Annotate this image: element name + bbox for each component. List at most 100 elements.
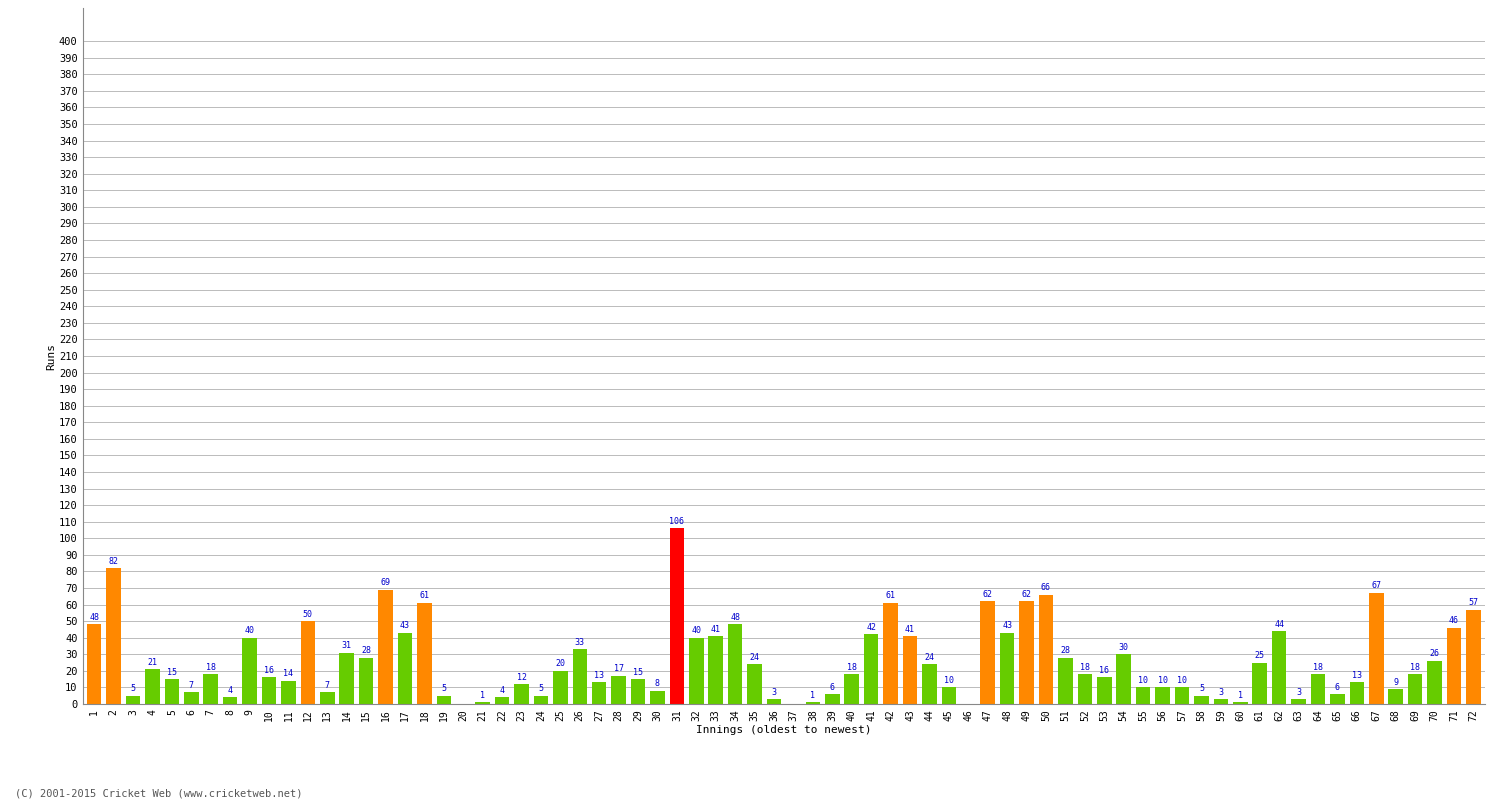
Text: 40: 40 — [244, 626, 255, 635]
Y-axis label: Runs: Runs — [46, 342, 56, 370]
Text: 61: 61 — [420, 591, 429, 601]
Bar — [243, 638, 256, 704]
Text: 14: 14 — [284, 670, 294, 678]
Text: 28: 28 — [362, 646, 370, 655]
Text: 26: 26 — [1430, 650, 1440, 658]
X-axis label: Innings (oldest to newest): Innings (oldest to newest) — [696, 725, 871, 734]
Text: 82: 82 — [108, 557, 118, 566]
Text: 5: 5 — [441, 684, 447, 694]
Text: 7: 7 — [189, 681, 194, 690]
Bar — [806, 702, 820, 704]
Text: 62: 62 — [982, 590, 993, 598]
Text: 30: 30 — [1119, 643, 1128, 652]
Bar — [1174, 687, 1190, 704]
Text: 67: 67 — [1371, 582, 1382, 590]
Bar — [708, 636, 723, 704]
Text: 40: 40 — [692, 626, 702, 635]
Text: 61: 61 — [885, 591, 896, 601]
Bar — [280, 681, 296, 704]
Bar — [165, 679, 178, 704]
Bar — [514, 684, 529, 704]
Bar — [1466, 610, 1480, 704]
Bar — [592, 682, 606, 704]
Text: 1: 1 — [1238, 691, 1242, 700]
Bar — [1058, 658, 1072, 704]
Text: 10: 10 — [1158, 676, 1167, 685]
Bar — [1020, 602, 1034, 704]
Bar — [922, 664, 936, 704]
Text: 31: 31 — [342, 641, 351, 650]
Text: 28: 28 — [1060, 646, 1071, 655]
Text: 20: 20 — [555, 659, 566, 668]
Text: 4: 4 — [228, 686, 232, 695]
Text: 50: 50 — [303, 610, 313, 618]
Text: 42: 42 — [865, 623, 876, 632]
Text: 3: 3 — [1218, 687, 1224, 697]
Bar — [1194, 696, 1209, 704]
Bar — [1350, 682, 1364, 704]
Bar — [436, 696, 451, 704]
Text: 17: 17 — [614, 664, 624, 674]
Text: 57: 57 — [1468, 598, 1479, 607]
Text: 16: 16 — [264, 666, 274, 675]
Bar — [1389, 689, 1402, 704]
Text: 10: 10 — [1138, 676, 1148, 685]
Bar — [1426, 661, 1442, 704]
Text: 62: 62 — [1022, 590, 1032, 598]
Bar — [573, 650, 586, 704]
Bar — [495, 698, 510, 704]
Text: 6: 6 — [830, 682, 836, 691]
Text: 10: 10 — [1178, 676, 1186, 685]
Text: 5: 5 — [130, 684, 135, 694]
Bar — [612, 676, 626, 704]
Text: (C) 2001-2015 Cricket Web (www.cricketweb.net): (C) 2001-2015 Cricket Web (www.cricketwe… — [15, 789, 303, 798]
Text: 13: 13 — [1352, 671, 1362, 680]
Bar — [1272, 631, 1287, 704]
Text: 33: 33 — [574, 638, 585, 647]
Bar — [864, 634, 879, 704]
Bar — [476, 702, 490, 704]
Bar — [766, 699, 782, 704]
Text: 3: 3 — [771, 687, 777, 697]
Bar — [398, 633, 412, 704]
Text: 48: 48 — [88, 613, 99, 622]
Text: 24: 24 — [750, 653, 759, 662]
Bar — [106, 568, 122, 704]
Text: 66: 66 — [1041, 583, 1052, 592]
Bar — [184, 692, 198, 704]
Text: 1: 1 — [480, 691, 484, 700]
Bar — [534, 696, 548, 704]
Text: 15: 15 — [166, 668, 177, 677]
Text: 48: 48 — [730, 613, 740, 622]
Text: 7: 7 — [326, 681, 330, 690]
Bar — [300, 621, 315, 704]
Text: 3: 3 — [1296, 687, 1300, 697]
Bar — [650, 690, 664, 704]
Text: 15: 15 — [633, 668, 644, 677]
Bar — [825, 694, 840, 704]
Bar — [146, 669, 159, 704]
Bar — [1155, 687, 1170, 704]
Text: 18: 18 — [206, 662, 216, 672]
Text: 4: 4 — [500, 686, 504, 695]
Bar — [554, 671, 567, 704]
Bar — [204, 674, 218, 704]
Bar — [1408, 674, 1422, 704]
Bar — [1214, 699, 1228, 704]
Text: 69: 69 — [381, 578, 390, 587]
Bar — [1096, 678, 1112, 704]
Bar — [728, 625, 742, 704]
Bar — [747, 664, 762, 704]
Bar — [378, 590, 393, 704]
Text: 18: 18 — [1080, 662, 1090, 672]
Text: 16: 16 — [1100, 666, 1110, 675]
Text: 46: 46 — [1449, 616, 1460, 626]
Text: 13: 13 — [594, 671, 604, 680]
Text: 8: 8 — [656, 679, 660, 688]
Bar — [688, 638, 703, 704]
Text: 5: 5 — [1198, 684, 1204, 694]
Bar — [1370, 593, 1383, 704]
Bar — [1038, 594, 1053, 704]
Text: 44: 44 — [1274, 619, 1284, 629]
Bar — [942, 687, 956, 704]
